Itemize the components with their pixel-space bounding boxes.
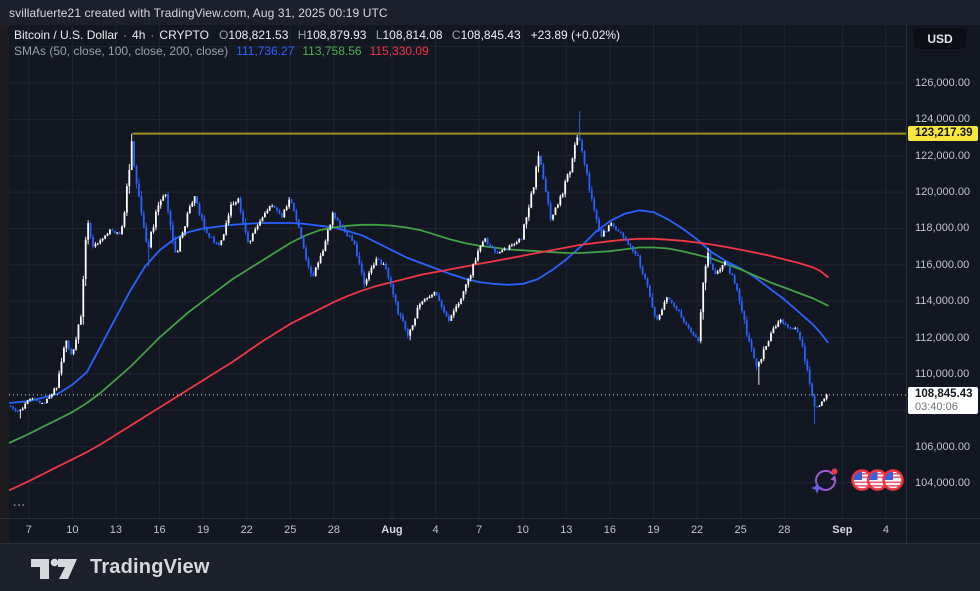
price-change: +23.89 (+0.02%) [530, 28, 621, 42]
time-axis-tick: 19 [196, 524, 210, 536]
price-axis-tick: 124,000.00 [915, 113, 971, 126]
price-axis-tick: 120,000.00 [915, 186, 971, 199]
price-axis-tick: 112,000.00 [915, 331, 970, 344]
time-axis-tick: 19 [647, 524, 660, 536]
time-axis-tick: 22 [690, 524, 704, 536]
time-axis[interactable]: 7 10 13 16 19 22 25 28 Aug 4 7 10 13 16 19 22 25 28 Sep 4 [0, 519, 980, 543]
price-axis-tick: 118,000.00 [915, 222, 970, 235]
time-axis-tick: 13 [109, 524, 123, 536]
time-axis-tick: 16 [153, 524, 166, 536]
time-axis-tick: 4 [882, 524, 889, 536]
time-axis-tick: 25 [734, 524, 747, 536]
time-axis-tick: 22 [240, 524, 253, 536]
price-axis-tick: 116,000.00 [915, 258, 970, 271]
high-value: 108,879.93 [306, 28, 367, 42]
time-axis-separator [0, 518, 980, 519]
price-axis-tick: 114,000.00 [915, 295, 970, 308]
sma-indicator-row: SMAs (50, close, 100, close, 200, close)… [14, 44, 620, 59]
price-axis-tick: 122,000.00 [915, 149, 971, 162]
ai-magic-icon[interactable] [811, 468, 838, 495]
low-label: L [375, 28, 383, 42]
close-value: 108,845.43 [460, 28, 521, 42]
sma200-value: 115,330.09 [369, 44, 429, 58]
time-axis-tick: 28 [327, 524, 340, 536]
sma100-value: 113,758.56 [302, 44, 362, 58]
left-margin-strip [0, 25, 9, 543]
close-label: C [451, 28, 461, 42]
legend-separator: · [150, 28, 155, 42]
brand-name[interactable]: TradingView [90, 556, 210, 578]
time-axis-tick: 7 [476, 524, 483, 536]
us-flag-events-icon[interactable] [851, 469, 904, 491]
attribution-bar: svillafuerte21 created with TradingView.… [0, 0, 980, 25]
price-axis-tick: 106,000.00 [915, 440, 971, 453]
corner-icons [810, 465, 906, 500]
low-value: 108,814.08 [382, 28, 443, 42]
time-axis-tick: 28 [778, 524, 791, 536]
sma50-value: 111,736.27 [236, 44, 295, 58]
chart-legend: Bitcoin / U.S. Dollar · 4h · CRYPTO O108… [14, 28, 620, 59]
footer-brand-bar: TradingView [0, 543, 980, 591]
bar-close-countdown: 03:40:06 [915, 400, 958, 413]
time-axis-tick: 25 [284, 524, 297, 536]
symbol-ohlc-row: Bitcoin / U.S. Dollar · 4h · CRYPTO O108… [14, 28, 620, 43]
last-price-label: 108,845.43 03:40:06 [908, 386, 978, 414]
time-axis-tick: 7 [25, 524, 32, 536]
interval-label[interactable]: 4h [132, 28, 146, 42]
open-value: 108,821.53 [228, 28, 289, 42]
price-axis[interactable]: 104,000.00106,000.00108,000.00110,000.00… [907, 25, 980, 518]
attribution-text: svillafuerte21 created with TradingView.… [9, 5, 388, 20]
currency-usd-button[interactable]: USD [914, 28, 966, 49]
candlestick-chart-canvas[interactable] [9, 25, 906, 518]
legend-separator: · [123, 28, 128, 42]
price-axis-separator [906, 25, 907, 543]
price-axis-tick: 126,000.00 [915, 77, 971, 89]
price-axis-tick: 104,000.00 [915, 477, 971, 489]
time-axis-tick: 10 [516, 524, 529, 536]
sma-indicator-label[interactable]: SMAs (50, close, 100, close, 200, close) [14, 44, 229, 58]
time-axis-tick: 16 [603, 524, 617, 536]
symbol-title[interactable]: Bitcoin / U.S. Dollar [14, 28, 119, 42]
tradingview-logo-icon[interactable] [30, 554, 78, 582]
legend-more-indicator[interactable]: ... [13, 495, 27, 509]
time-axis-tick: 4 [432, 524, 439, 536]
ohlc-values: O108,821.53 H108,879.93 L108,814.08 C108… [219, 28, 527, 43]
time-axis-tick: 13 [560, 524, 573, 536]
time-axis-tick: Sep [832, 524, 853, 536]
open-label: O [218, 28, 229, 42]
level-price-label: 123,217.39 [908, 125, 978, 141]
time-axis-tick: Aug [381, 524, 403, 536]
time-axis-tick: 10 [66, 524, 79, 536]
price-axis-tick: 110,000.00 [915, 367, 970, 380]
high-label: H [297, 28, 307, 42]
exchange-label: CRYPTO [159, 28, 209, 42]
chart-region: Bitcoin / U.S. Dollar · 4h · CRYPTO O108… [0, 25, 980, 543]
